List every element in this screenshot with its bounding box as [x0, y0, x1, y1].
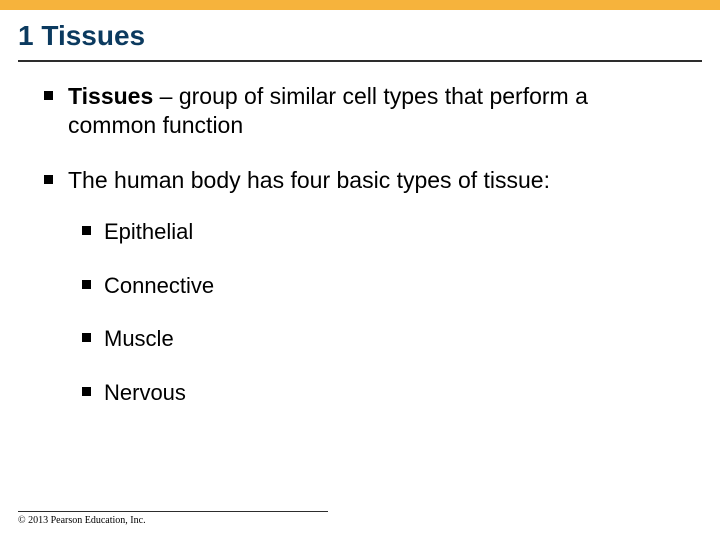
bullet-text: Nervous [104, 380, 186, 405]
header: 1 Tissues [0, 10, 720, 56]
bullet-text: Muscle [104, 326, 174, 351]
list-item: The human body has four basic types of t… [40, 166, 680, 407]
bullet-text: Connective [104, 273, 214, 298]
footer: © 2013 Pearson Education, Inc. [18, 511, 702, 527]
list-item: Tissues – group of similar cell types th… [40, 82, 680, 140]
content-area: Tissues – group of similar cell types th… [0, 62, 720, 406]
accent-bar [0, 0, 720, 10]
list-item: Connective [78, 272, 680, 300]
footer-divider [18, 511, 328, 513]
list-item: Muscle [78, 325, 680, 353]
bullet-text: Epithelial [104, 219, 193, 244]
bullet-text-bold: Tissues [68, 83, 153, 109]
bullet-list: Tissues – group of similar cell types th… [40, 82, 680, 406]
copyright-text: © 2013 Pearson Education, Inc. [18, 515, 702, 526]
list-item: Nervous [78, 379, 680, 407]
sub-bullet-list: Epithelial Connective Muscle Nervous [78, 218, 680, 406]
slide-title: 1 Tissues [18, 20, 702, 52]
bullet-text: The human body has four basic types of t… [68, 167, 550, 193]
list-item: Epithelial [78, 218, 680, 246]
